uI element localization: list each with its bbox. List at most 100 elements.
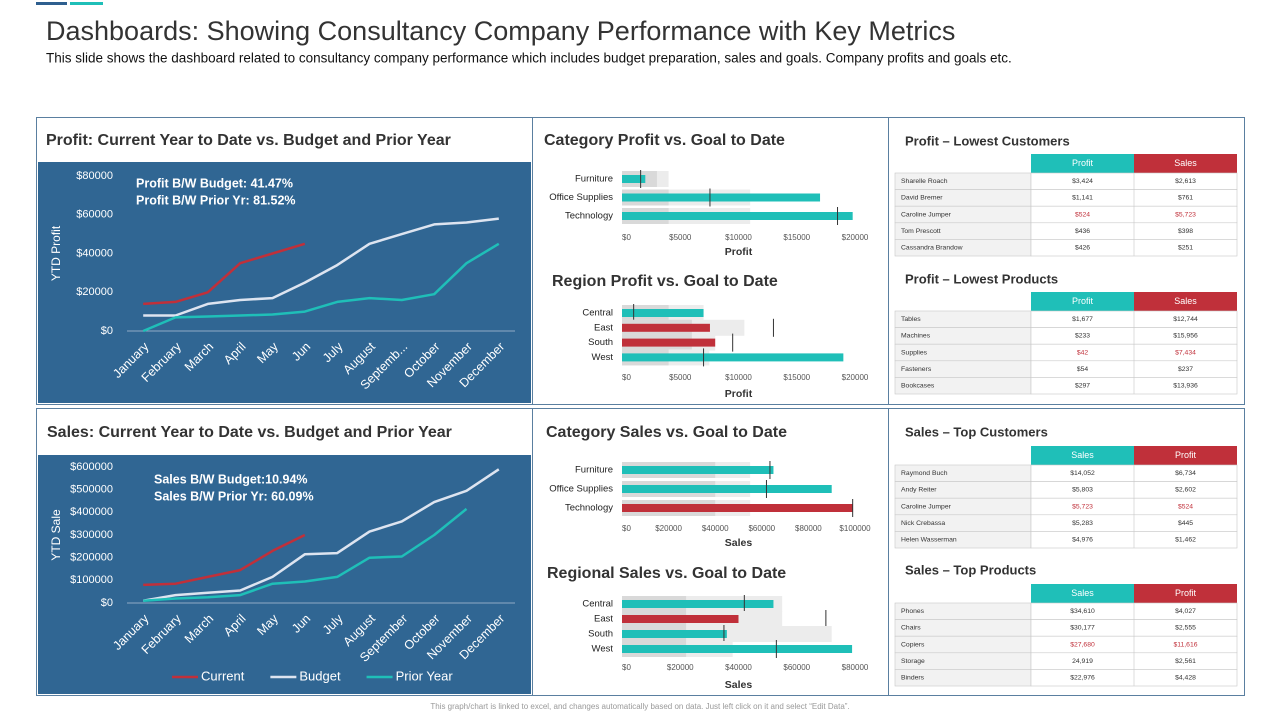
header-label: Profit xyxy=(1175,588,1197,598)
cell-value: $5,723 xyxy=(1175,211,1196,218)
cell-value: $398 xyxy=(1178,228,1193,235)
cell-value: $2,561 xyxy=(1175,658,1196,665)
row-name: Andy Reiter xyxy=(901,487,937,494)
row-name: Caroline Jumper xyxy=(901,211,952,218)
y-axis-title: YTD Sale xyxy=(49,509,63,561)
header-cell xyxy=(1031,446,1134,465)
cell-value: $27,680 xyxy=(1070,641,1095,648)
y-tick-label: $60000 xyxy=(76,209,113,221)
cell-value: $15,956 xyxy=(1173,333,1198,340)
header-cell xyxy=(1031,154,1134,173)
x-tick-label: $40000 xyxy=(725,663,752,672)
cell-value: $237 xyxy=(1178,366,1193,373)
table-title: Sales – Top Customers xyxy=(905,424,1048,439)
cell-value: $426 xyxy=(1075,244,1090,251)
cell-value: $2,555 xyxy=(1175,625,1196,632)
x-tick-label: $60000 xyxy=(748,524,775,533)
value-bar xyxy=(622,630,727,638)
cell-value: $251 xyxy=(1178,244,1193,251)
legend-label: Budget xyxy=(299,668,341,683)
x-tick-label: $5000 xyxy=(669,373,692,382)
chart-title: Profit: Current Year to Date vs. Budget … xyxy=(46,132,451,149)
row-name: Storage xyxy=(901,658,925,665)
plot-background xyxy=(38,162,531,403)
chart-title: Sales: Current Year to Date vs. Budget a… xyxy=(47,424,452,441)
x-axis-title: Profit xyxy=(725,388,753,400)
annotation: Sales B/W Budget:10.94% xyxy=(154,472,308,486)
value-bar xyxy=(622,323,710,332)
cell-value: $5,723 xyxy=(1072,503,1093,510)
x-tick-label: $0 xyxy=(622,663,631,672)
row-name: Cassandra Brandow xyxy=(901,244,963,251)
accent-bar xyxy=(70,2,103,5)
x-tick-label: $20000 xyxy=(842,233,869,242)
cell-value: $12,744 xyxy=(1173,316,1198,323)
row-name: Binders xyxy=(901,674,925,681)
row-name: Fasteners xyxy=(901,366,932,373)
value-bar xyxy=(622,485,832,493)
row-name: Tom Prescott xyxy=(901,228,941,235)
x-tick-label: $0 xyxy=(622,373,631,382)
value-bar xyxy=(622,645,853,653)
value-bar xyxy=(622,175,646,183)
row-name: Sharelle Roach xyxy=(901,178,948,185)
category-label: Central xyxy=(582,308,613,319)
cell-value: $2,602 xyxy=(1175,487,1196,494)
category-label: Furniture xyxy=(575,174,613,185)
header-cell xyxy=(1031,584,1134,603)
category-label: Office Supplies xyxy=(549,484,613,495)
cell-value: $1,677 xyxy=(1072,316,1093,323)
legend-label: Prior Year xyxy=(396,668,454,683)
row-name: Machines xyxy=(901,333,931,340)
category-label: West xyxy=(592,352,614,363)
cell-value: $761 xyxy=(1178,195,1193,202)
panel-border xyxy=(36,117,1245,405)
x-tick-label: $100000 xyxy=(839,524,871,533)
table-title: Profit – Lowest Products xyxy=(905,271,1058,286)
cell-value: $5,803 xyxy=(1072,487,1093,494)
x-tick-label: $80000 xyxy=(842,663,869,672)
legend-label: Current xyxy=(201,668,245,683)
row-name: Raymond Buch xyxy=(901,470,948,477)
table-title: Sales – Top Products xyxy=(905,562,1036,577)
y-tick-label: $400000 xyxy=(70,506,113,518)
y-tick-label: $100000 xyxy=(70,574,113,586)
series-line xyxy=(142,468,500,602)
header-cell xyxy=(1134,292,1237,311)
y-tick-label: $20000 xyxy=(76,286,113,298)
row-name: Copiers xyxy=(901,641,925,648)
row-name: Bookcases xyxy=(901,382,935,389)
category-label: Central xyxy=(582,599,613,610)
category-label: Technology xyxy=(565,503,613,514)
category-label: South xyxy=(588,629,613,640)
accent-bar xyxy=(36,2,67,5)
cell-value: $445 xyxy=(1178,520,1193,527)
cell-value: $7,434 xyxy=(1175,349,1196,356)
value-bar xyxy=(622,212,853,220)
header-label: Sales xyxy=(1174,158,1197,168)
category-label: Technology xyxy=(565,211,613,222)
series-line xyxy=(143,217,499,317)
x-tick-label: $80000 xyxy=(795,524,822,533)
annotation: Sales B/W Prior Yr: 60.09% xyxy=(154,489,314,503)
x-tick-label: $5000 xyxy=(669,233,692,242)
row-name: Caroline Jumper xyxy=(901,503,952,510)
x-tick-label: $10000 xyxy=(725,233,752,242)
header-cell xyxy=(1134,446,1237,465)
row-name: Supplies xyxy=(901,349,928,356)
header-label: Sales xyxy=(1071,588,1094,598)
cell-value: $4,027 xyxy=(1175,608,1196,615)
category-label: West xyxy=(592,644,614,655)
row-name: Helen Wasserman xyxy=(901,536,957,543)
header-cell xyxy=(1031,292,1134,311)
cell-value: $2,613 xyxy=(1175,178,1196,185)
series-line xyxy=(143,533,306,587)
chart-title: Region Profit vs. Goal to Date xyxy=(552,273,778,290)
y-tick-label: $300000 xyxy=(70,529,113,541)
cell-value: $11,616 xyxy=(1173,641,1197,648)
cell-value: $54 xyxy=(1077,366,1089,373)
cell-value: $22,976 xyxy=(1070,674,1095,681)
cell-value: $436 xyxy=(1075,228,1090,235)
cell-value: $1,462 xyxy=(1175,536,1196,543)
